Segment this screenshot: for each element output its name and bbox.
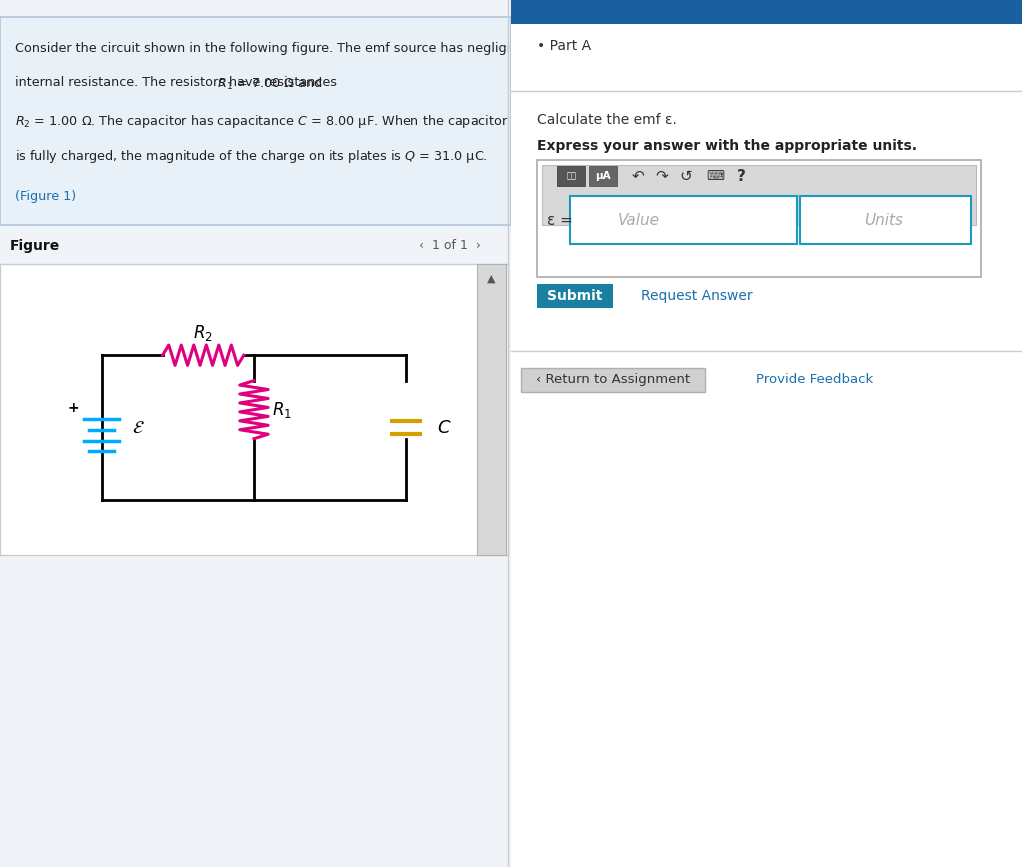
Text: ⬜⬛: ⬜⬛ [566, 172, 576, 180]
Text: Figure: Figure [10, 238, 60, 253]
Text: Submit: Submit [547, 289, 603, 303]
Text: Provide Feedback: Provide Feedback [756, 374, 874, 386]
Text: +: + [67, 401, 80, 414]
Text: Units: Units [865, 212, 903, 228]
Text: ?: ? [737, 168, 745, 184]
Text: $R_1$ = 7.00 Ω and: $R_1$ = 7.00 Ω and [15, 75, 323, 92]
Text: Consider the circuit shown in the following figure. The emf source has negligibl: Consider the circuit shown in the follow… [15, 42, 530, 55]
Text: ↶: ↶ [632, 168, 644, 184]
Text: ‹ Return to Assignment: ‹ Return to Assignment [537, 374, 690, 386]
Polygon shape [542, 165, 976, 225]
Polygon shape [537, 284, 613, 308]
Text: • Part A: • Part A [537, 39, 591, 53]
Text: $R_2$: $R_2$ [193, 323, 213, 343]
Polygon shape [521, 368, 705, 392]
Text: $R_2$ = 1.00 Ω. The capacitor has capacitance $C$ = 8.00 μF. When the capacitor: $R_2$ = 1.00 Ω. The capacitor has capaci… [15, 113, 509, 130]
Text: Value: Value [617, 212, 660, 228]
Polygon shape [589, 166, 617, 186]
Text: $R_1$: $R_1$ [272, 400, 292, 420]
Bar [511, 0, 1022, 24]
Text: ▲: ▲ [487, 273, 496, 284]
Text: ε =: ε = [547, 212, 572, 228]
Text: μA: μA [595, 171, 611, 181]
Text: internal resistance. The resistors have resistances: internal resistance. The resistors have … [15, 75, 341, 88]
Text: ⌨: ⌨ [706, 170, 725, 182]
Polygon shape [800, 196, 971, 244]
Polygon shape [570, 196, 797, 244]
Text: Request Answer: Request Answer [642, 289, 753, 303]
Text: Calculate the emf ε.: Calculate the emf ε. [537, 113, 677, 127]
Text: Express your answer with the appropriate units.: Express your answer with the appropriate… [537, 139, 917, 153]
Text: ↷: ↷ [655, 168, 668, 184]
Text: (Figure 1): (Figure 1) [15, 190, 77, 203]
Text: $C$: $C$ [436, 419, 452, 437]
Polygon shape [557, 166, 585, 186]
Text: ↺: ↺ [680, 168, 692, 184]
Text: is fully charged, the magnitude of the charge on its plates is $Q$ = 31.0 μC.: is fully charged, the magnitude of the c… [15, 148, 487, 166]
Text: ‹  1 of 1  ›: ‹ 1 of 1 › [419, 239, 481, 252]
Text: $\mathcal{E}$: $\mathcal{E}$ [132, 419, 145, 437]
